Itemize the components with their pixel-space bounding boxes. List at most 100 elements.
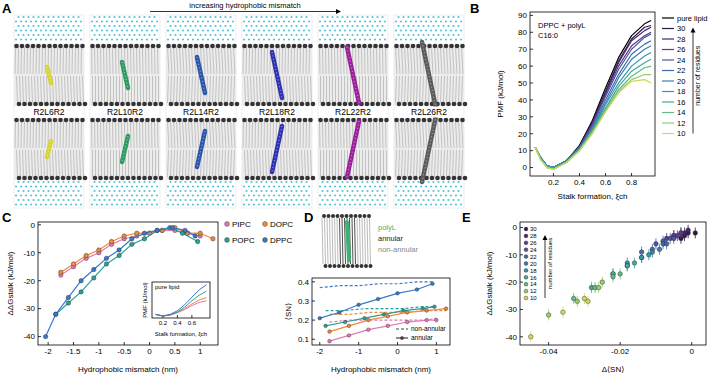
lipid-tail: [270, 121, 272, 148]
water: [20, 29, 22, 31]
water: [42, 16, 44, 18]
headgroup: [326, 102, 331, 107]
water: [30, 185, 32, 187]
water: [452, 199, 454, 201]
lipid-tail: [426, 121, 428, 148]
membrane: [242, 44, 312, 106]
lipid-tail: [183, 76, 184, 103]
water: [293, 203, 295, 205]
water: [96, 203, 98, 205]
water: [344, 29, 346, 31]
water: [243, 20, 245, 22]
headgroup: [405, 118, 410, 123]
water: [50, 29, 52, 31]
headgroup: [283, 102, 288, 107]
peptide-label: R2L6R2: [33, 107, 64, 117]
water: [265, 25, 267, 27]
water: [410, 194, 412, 196]
lipid-tail: [75, 47, 77, 74]
water: [405, 38, 407, 40]
water: [156, 185, 158, 187]
headgroup: [185, 176, 190, 181]
lipid-tail: [225, 150, 226, 177]
water: [379, 194, 381, 196]
lipid-tail: [260, 76, 261, 103]
headgroup: [232, 44, 237, 49]
helix-turns: [47, 141, 51, 157]
lipid-tail: [47, 76, 48, 103]
water: [437, 16, 439, 18]
water: [341, 199, 343, 201]
water: [52, 25, 54, 27]
legend-label: 28: [677, 35, 685, 44]
water: [222, 29, 224, 31]
water: [293, 29, 295, 31]
water: [395, 203, 397, 205]
lipid-tail: [377, 76, 378, 103]
water: [376, 34, 378, 36]
water: [420, 29, 422, 31]
water: [30, 29, 32, 31]
lipid-tail: [63, 47, 65, 74]
water: [364, 29, 366, 31]
water: [148, 190, 150, 192]
headgroup: [292, 44, 297, 49]
lipid-tail: [243, 47, 245, 74]
lipid-tail: [20, 150, 21, 177]
lipid-tail: [171, 121, 173, 148]
water: [397, 25, 399, 27]
water: [255, 181, 257, 183]
water: [445, 203, 447, 205]
headgroup: [452, 176, 457, 181]
water: [121, 185, 123, 187]
lipid-tail: [66, 47, 68, 74]
lipid-tail: [399, 150, 400, 177]
headgroup: [446, 102, 451, 107]
water: [303, 185, 305, 187]
water: [35, 185, 37, 187]
water: [374, 29, 376, 31]
lipid-tail: [374, 76, 375, 103]
membrane: [14, 44, 84, 106]
water: [187, 29, 189, 31]
lipid-tail: [306, 121, 308, 148]
headgroup: [80, 118, 85, 123]
headgroup: [455, 44, 460, 49]
water: [395, 20, 397, 22]
water: [167, 194, 169, 196]
water: [222, 20, 224, 22]
y-tick: [38, 252, 41, 253]
lipid-tail: [130, 121, 132, 148]
x-tick-label: -1: [95, 347, 103, 356]
lipid-tail: [432, 47, 434, 74]
y-tick: [530, 49, 533, 50]
headgroup: [77, 102, 82, 107]
water: [410, 203, 412, 205]
water: [204, 190, 206, 192]
water: [290, 34, 292, 36]
water: [285, 190, 287, 192]
lipid-tail: [104, 150, 105, 177]
water: [285, 199, 287, 201]
water: [214, 190, 216, 192]
water: [77, 199, 79, 201]
headgroup: [126, 102, 131, 107]
headgroup: [261, 102, 266, 107]
water: [351, 199, 353, 201]
water: [143, 190, 145, 192]
lipid-tail: [358, 47, 360, 74]
headgroup: [188, 118, 193, 123]
lipid-tail: [364, 121, 366, 148]
water: [47, 16, 49, 18]
water: [359, 38, 361, 40]
lipid-tail: [263, 76, 264, 103]
water: [214, 199, 216, 201]
water: [417, 190, 419, 192]
lipid-tail: [414, 121, 416, 148]
lipid-tail: [368, 76, 369, 103]
water: [25, 20, 27, 22]
water: [379, 29, 381, 31]
water: [217, 194, 219, 196]
water: [55, 20, 57, 22]
lipid-tail: [222, 150, 223, 177]
